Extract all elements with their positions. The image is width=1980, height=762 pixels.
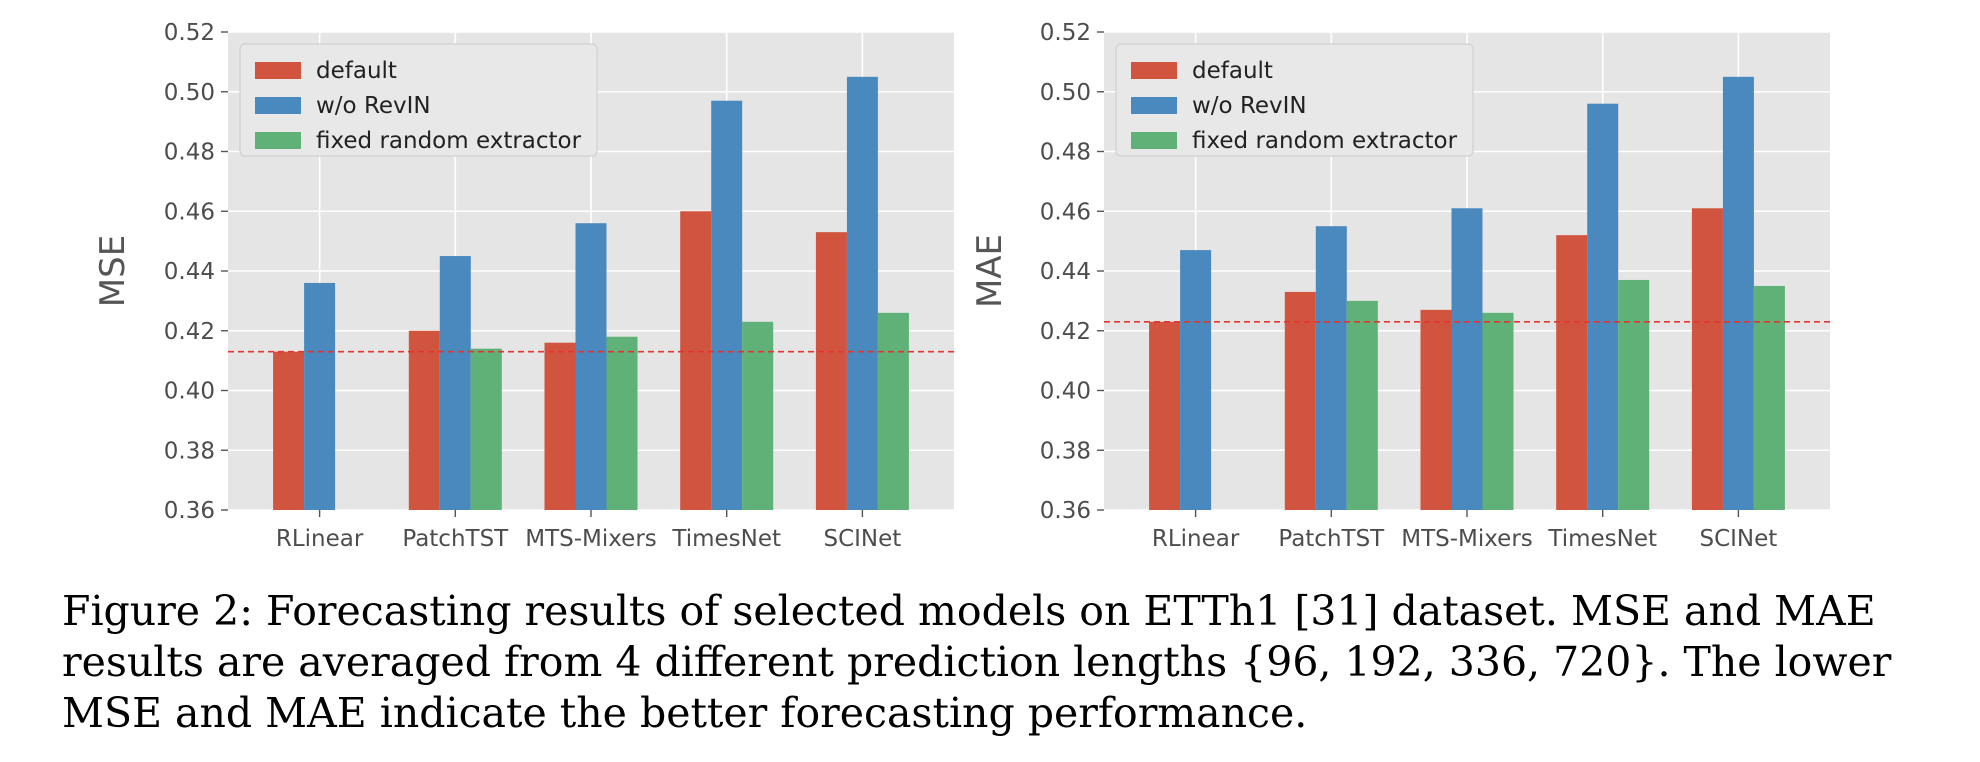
y-tick-label: 0.40	[164, 379, 215, 405]
legend-swatch-w-o-revin	[255, 97, 301, 114]
y-tick-label: 0.46	[1040, 199, 1091, 225]
y-tick-label: 0.52	[164, 20, 215, 46]
bar-default-patchtst	[1284, 291, 1316, 510]
bar-w-o-revin-mts-mixers	[1451, 208, 1483, 510]
y-tick-label: 0.36	[164, 498, 215, 524]
x-tick-label-rlinear: RLinear	[1152, 526, 1240, 552]
x-tick-label-patchtst: PatchTST	[402, 526, 509, 552]
x-tick-label-scinet: SCINet	[823, 526, 901, 552]
y-axis-label: MAE	[970, 234, 1010, 308]
y-tick-label: 0.50	[1040, 80, 1091, 106]
bar-default-scinet	[1691, 208, 1723, 510]
bar-fixed-random-extractor-mts-mixers	[1482, 312, 1514, 510]
bar-w-o-revin-scinet	[846, 76, 878, 510]
bar-fixed-random-extractor-scinet	[1753, 285, 1785, 510]
y-tick-label: 0.48	[164, 140, 215, 166]
y-tick-label: 0.50	[164, 80, 215, 106]
legend-box	[1115, 43, 1474, 157]
legend-swatch-w-o-revin	[1131, 97, 1177, 114]
y-axis-label: MSE	[93, 235, 133, 307]
bar-w-o-revin-timesnet	[711, 100, 743, 511]
legend-swatch-default	[255, 62, 301, 79]
y-tick-label: 0.48	[1040, 140, 1091, 166]
bar-fixed-random-extractor-patchtst	[1346, 300, 1378, 510]
bar-default-patchtst	[408, 330, 440, 510]
legend-swatch-default	[1131, 62, 1177, 79]
bar-w-o-revin-mts-mixers	[575, 223, 607, 510]
y-tick-label: 0.46	[164, 199, 215, 225]
bar-fixed-random-extractor-scinet	[877, 312, 909, 510]
y-tick-label: 0.44	[164, 259, 215, 285]
figure-caption: Figure 2: Forecasting results of selecte…	[62, 587, 1892, 737]
bar-default-rlinear	[273, 351, 305, 510]
bar-w-o-revin-rlinear	[1180, 250, 1212, 510]
legend-label-w-o-revin: w/o RevIN	[1192, 93, 1307, 119]
y-tick-label: 0.36	[1040, 498, 1091, 524]
bar-default-timesnet	[1556, 235, 1588, 510]
legend-swatch-fixed-random-extractor	[255, 132, 301, 149]
mae-chart-panel: 0.36 0.38 0.40 0.42 0.44 0.46 0.48 0.50 0.52 RLin…	[970, 20, 1830, 552]
bar-fixed-random-extractor-timesnet	[742, 321, 774, 510]
x-tick-label-mts-mixers: MTS-Mixers	[525, 526, 657, 552]
bar-fixed-random-extractor-mts-mixers	[606, 336, 638, 510]
x-tick-label-timesnet: TimesNet	[671, 526, 781, 552]
bar-w-o-revin-patchtst	[439, 256, 471, 510]
x-tick-label-timesnet: TimesNet	[1547, 526, 1657, 552]
x-tick-label-patchtst: PatchTST	[1278, 526, 1385, 552]
bar-w-o-revin-scinet	[1722, 76, 1754, 510]
y-tick-label: 0.52	[1040, 20, 1091, 46]
mse-chart-panel: 0.36 0.38 0.40 0.42 0.44 0.46 0.48 0.50 0.52 RLin…	[93, 20, 954, 552]
bar-default-rlinear	[1149, 321, 1181, 510]
y-tick-label: 0.42	[164, 319, 215, 345]
bar-fixed-random-extractor-patchtst	[470, 348, 502, 510]
legend-swatch-fixed-random-extractor	[1131, 132, 1177, 149]
x-tick-label-scinet: SCINet	[1699, 526, 1777, 552]
legend-label-default: default	[316, 58, 397, 84]
bar-default-scinet	[815, 232, 847, 510]
bar-default-timesnet	[680, 211, 712, 510]
figure-charts: 0.36 0.38 0.40 0.42 0.44 0.46 0.48 0.50 0.52 RLin…	[93, 20, 1830, 552]
y-tick-label: 0.40	[1040, 379, 1091, 405]
y-tick-label: 0.42	[1040, 319, 1091, 345]
bar-w-o-revin-rlinear	[304, 282, 336, 510]
y-tick-label: 0.38	[1040, 438, 1091, 464]
legend-label-default: default	[1192, 58, 1273, 84]
x-tick-label-rlinear: RLinear	[276, 526, 364, 552]
legend-label-fixed-random-extractor: fixed random extractor	[316, 128, 582, 154]
bar-fixed-random-extractor-timesnet	[1618, 279, 1650, 510]
legend-label-w-o-revin: w/o RevIN	[316, 93, 431, 119]
y-tick-label: 0.38	[164, 438, 215, 464]
x-tick-label-mts-mixers: MTS-Mixers	[1401, 526, 1533, 552]
bar-default-mts-mixers	[1420, 309, 1452, 510]
bar-w-o-revin-patchtst	[1315, 226, 1347, 510]
bar-w-o-revin-timesnet	[1587, 103, 1619, 510]
bar-default-mts-mixers	[544, 342, 576, 510]
y-tick-label: 0.44	[1040, 259, 1091, 285]
legend-box	[239, 43, 598, 157]
legend-label-fixed-random-extractor: fixed random extractor	[1192, 128, 1458, 154]
